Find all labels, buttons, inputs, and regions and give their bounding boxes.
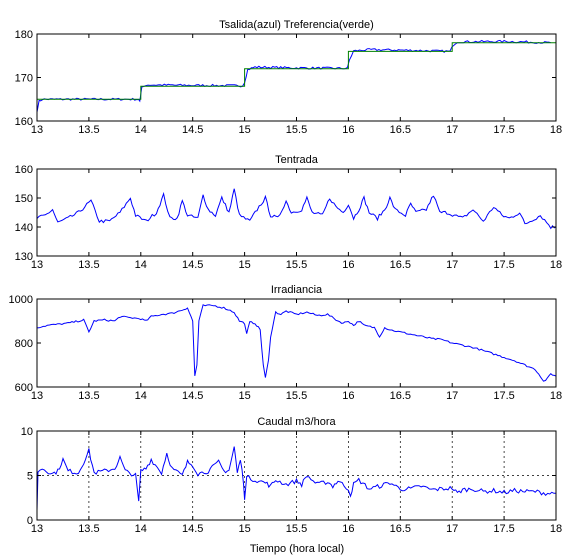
figure-xlabel: Tiempo (hora local) [250,543,344,555]
x-tick-label: 18 [550,390,562,402]
subplot-title: Caudal m3/hora [257,416,336,428]
x-tick-label: 14.5 [182,390,203,402]
x-tick-label: 16 [342,523,354,535]
x-tick-label: 14.5 [182,124,203,136]
x-tick-label: 14.5 [182,259,203,271]
x-tick-label: 13 [31,390,43,402]
x-tick-label: 16 [342,259,354,271]
series-line-green [37,42,556,100]
x-tick-label: 17.5 [493,259,514,271]
x-tick-label: 14 [135,523,147,535]
y-tick-label: 180 [15,29,33,41]
series-line-blue [37,188,556,230]
x-tick-label: 16.5 [390,523,411,535]
x-tick-label: 15 [238,523,250,535]
y-tick-label: 10 [21,426,33,438]
y-tick-label: 800 [15,338,33,350]
series-line-blue [37,304,556,382]
y-tick-label: 170 [15,73,33,85]
x-tick-label: 14 [135,259,147,271]
axes-box [36,33,557,122]
subplot-2: Tentrada 13 13.5 14 14.5 15 15.5 16 16.5 17 17.5 18… [15,154,562,271]
y-tick-label: 140 [15,222,33,234]
subplot-4: Caudal m3/hora 13 13.5 14 14.5 15 15.5 16 16.5 17… [21,416,562,535]
x-tick-label: 16.5 [390,259,411,271]
x-tick-label: 16 [342,124,354,136]
x-tick-label: 15.5 [286,259,307,271]
x-tick-label: 17 [446,523,458,535]
x-tick-label: 14.5 [182,523,203,535]
y-tick-label: 0 [27,515,33,527]
y-tick-label: 1000 [9,294,33,306]
series-line-blue [37,39,551,113]
subplot-title: Tsalida(azul) Treferencia(verde) [219,19,374,31]
x-tick-label: 16.5 [390,124,411,136]
y-tick-label: 600 [15,382,33,394]
x-tick-label: 17.5 [493,390,514,402]
x-tick-label: 17 [446,259,458,271]
subplot-3: Irradiancia 13 13.5 14 14.5 15 15.5 16 16.5 17 17.… [9,284,563,402]
x-tick-label: 17 [446,124,458,136]
x-tick-label: 13.5 [78,124,99,136]
x-tick-label: 17.5 [493,523,514,535]
x-tick-label: 16.5 [390,390,411,402]
x-tick-label: 18 [550,523,562,535]
x-tick-label: 14 [135,390,147,402]
x-tick-label: 18 [550,259,562,271]
x-tick-label: 15 [238,390,250,402]
y-tick-label: 160 [15,164,33,176]
x-tick-label: 13.5 [78,523,99,535]
x-tick-label: 14 [135,124,147,136]
y-tick-label: 150 [15,193,33,205]
x-tick-label: 13 [31,523,43,535]
y-tick-label: 130 [15,251,33,263]
y-tick-label: 160 [15,116,33,128]
x-tick-label: 15 [238,259,250,271]
x-tick-label: 16 [342,390,354,402]
x-tick-label: 18 [550,124,562,136]
x-tick-label: 17 [446,390,458,402]
subplot-1: Tsalida(azul) Treferencia(verde) 13 13.5 14… [15,19,562,136]
subplot-title: Irradiancia [271,284,323,296]
subplot-title: Tentrada [275,154,319,166]
x-tick-label: 13 [31,259,43,271]
y-tick-label: 5 [27,471,33,483]
x-tick-label: 13.5 [78,390,99,402]
series-line-blue [37,446,556,511]
x-tick-label: 13.5 [78,259,99,271]
axes-box [36,298,557,388]
x-tick-label: 15.5 [286,523,307,535]
x-tick-label: 15.5 [286,390,307,402]
x-tick-label: 13 [31,124,43,136]
x-tick-label: 15.5 [286,124,307,136]
x-tick-label: 15 [238,124,250,136]
x-tick-label: 17.5 [493,124,514,136]
